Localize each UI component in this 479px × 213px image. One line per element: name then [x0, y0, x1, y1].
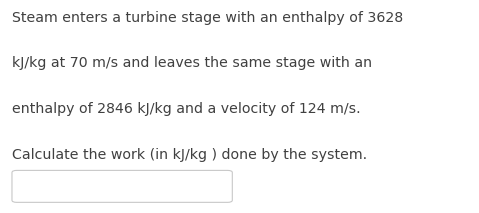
- Text: Calculate the work (in kJ/kg ) done by the system.: Calculate the work (in kJ/kg ) done by t…: [12, 148, 367, 162]
- Text: enthalpy of 2846 kJ/kg and a velocity of 124 m/s.: enthalpy of 2846 kJ/kg and a velocity of…: [12, 102, 361, 116]
- Text: Steam enters a turbine stage with an enthalpy of 3628: Steam enters a turbine stage with an ent…: [12, 11, 403, 25]
- FancyBboxPatch shape: [12, 170, 232, 202]
- Text: kJ/kg at 70 m/s and leaves the same stage with an: kJ/kg at 70 m/s and leaves the same stag…: [12, 56, 372, 71]
